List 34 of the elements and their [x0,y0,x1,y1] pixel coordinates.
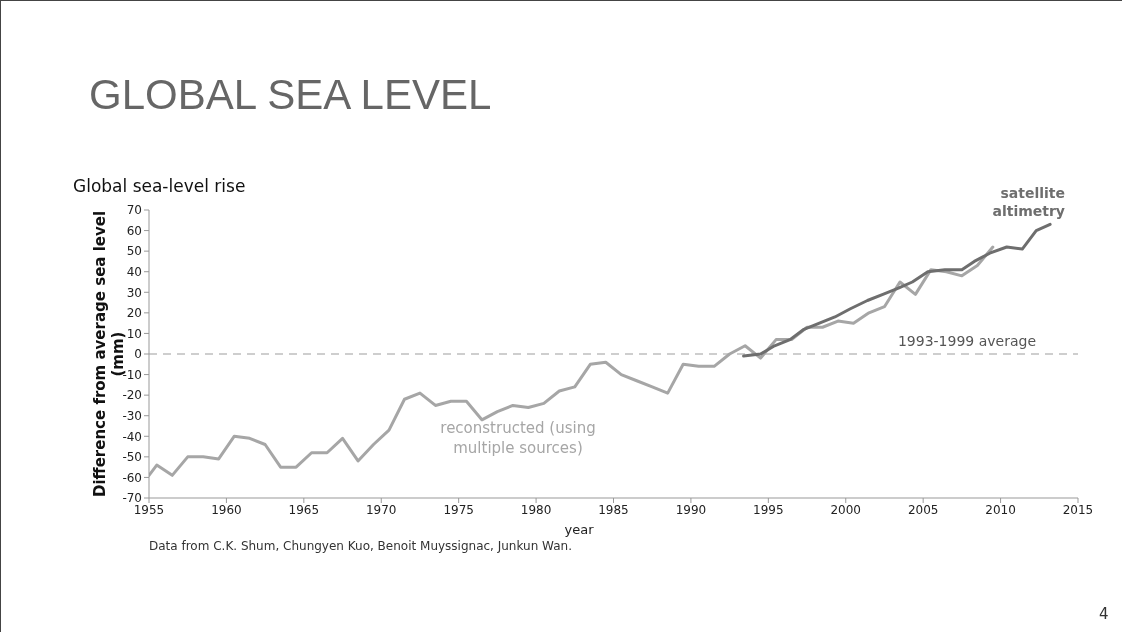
y-tick-label: 30 [126,285,142,300]
x-tick-label: 1960 [211,502,242,517]
text: Data from C.K. Shum, Chungyen Kuo, Benoit Muyssignac, Junkun Wan. [149,539,572,553]
chart-subtitle: Global sea-level rise [73,176,246,196]
y-tick-label: -60 [122,470,142,485]
y-tick-label: -40 [122,429,142,444]
series-label: reconstructed (using multiple sources) [439,419,597,458]
ref-line-label: 1993-1999 average [897,333,1036,349]
x-tick-label: 2010 [985,502,1016,517]
x-tick-label: 1975 [443,502,474,517]
x-tick-label: 1965 [288,502,320,517]
x-tick-label: 1995 [753,502,784,517]
x-tick-label: 2015 [1062,502,1094,517]
chart-title: GLOBAL SEA LEVEL [89,71,492,119]
y-tick-label: 10 [126,326,142,341]
y-tick-label: 0 [134,347,142,362]
x-tick-label: 1985 [598,502,629,517]
y-tick-label: -20 [122,388,142,403]
y-tick-label: 60 [126,223,142,238]
line-series [742,222,1052,358]
series-label: satellite altimetry [991,184,1065,221]
x-tick-label: 1970 [365,502,397,517]
y-tick-label: -50 [122,450,142,465]
x-axis-title: year [563,522,595,537]
y-tick-label: -30 [122,408,142,423]
x-tick-label: 1990 [675,502,707,517]
x-tick-label: 2000 [830,502,862,517]
y-tick-label: 50 [126,244,142,259]
y-tick-label: 70 [126,203,142,218]
y-tick-label: 20 [126,306,142,321]
text: 4 [1099,605,1109,623]
y-tick-label: 40 [126,264,142,279]
x-tick-label: 1980 [520,502,552,517]
x-tick-label: 2005 [907,502,939,517]
